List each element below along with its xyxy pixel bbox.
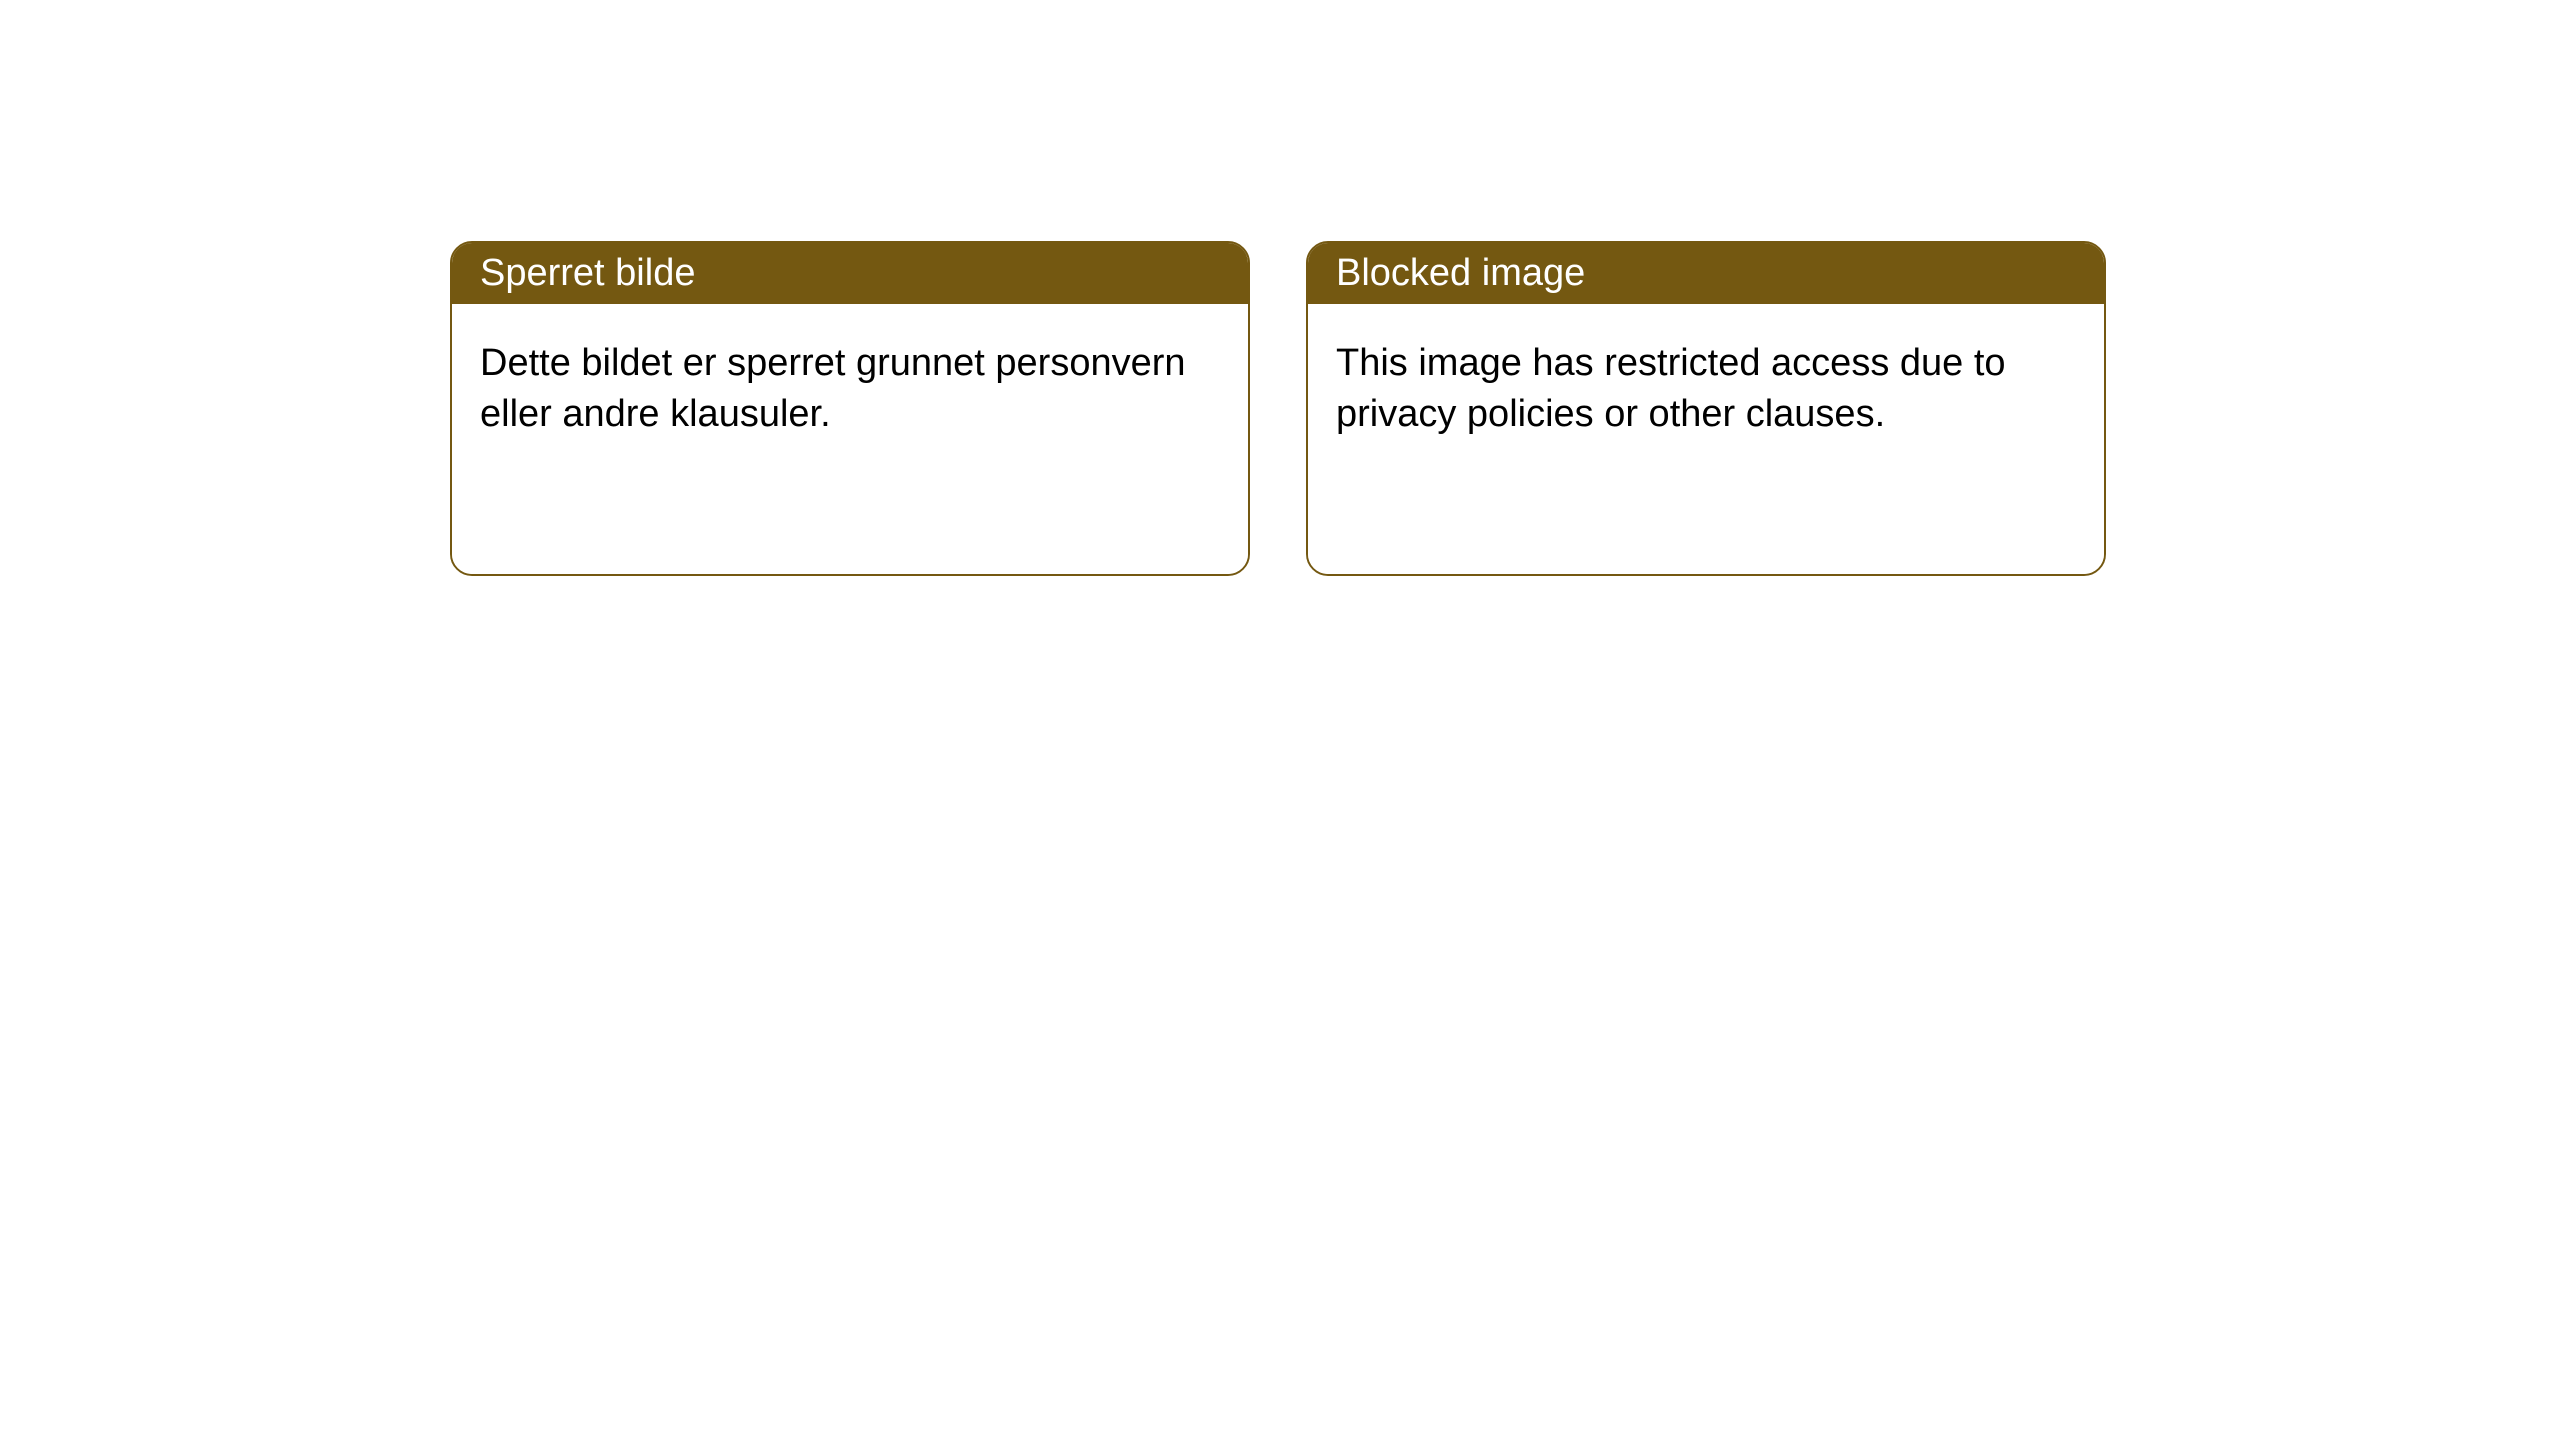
card-header: Blocked image <box>1308 243 2104 304</box>
blocked-image-card-no: Sperret bilde Dette bildet er sperret gr… <box>450 241 1250 576</box>
card-body: Dette bildet er sperret grunnet personve… <box>452 304 1248 574</box>
card-header: Sperret bilde <box>452 243 1248 304</box>
card-body-text: This image has restricted access due to … <box>1336 342 2006 435</box>
cards-row: Sperret bilde Dette bildet er sperret gr… <box>450 241 2106 576</box>
card-header-title: Blocked image <box>1336 252 1585 295</box>
card-header-title: Sperret bilde <box>480 252 695 295</box>
page-root: Sperret bilde Dette bildet er sperret gr… <box>0 0 2560 1440</box>
card-body: This image has restricted access due to … <box>1308 304 2104 574</box>
card-body-text: Dette bildet er sperret grunnet personve… <box>480 342 1186 435</box>
blocked-image-card-en: Blocked image This image has restricted … <box>1306 241 2106 576</box>
